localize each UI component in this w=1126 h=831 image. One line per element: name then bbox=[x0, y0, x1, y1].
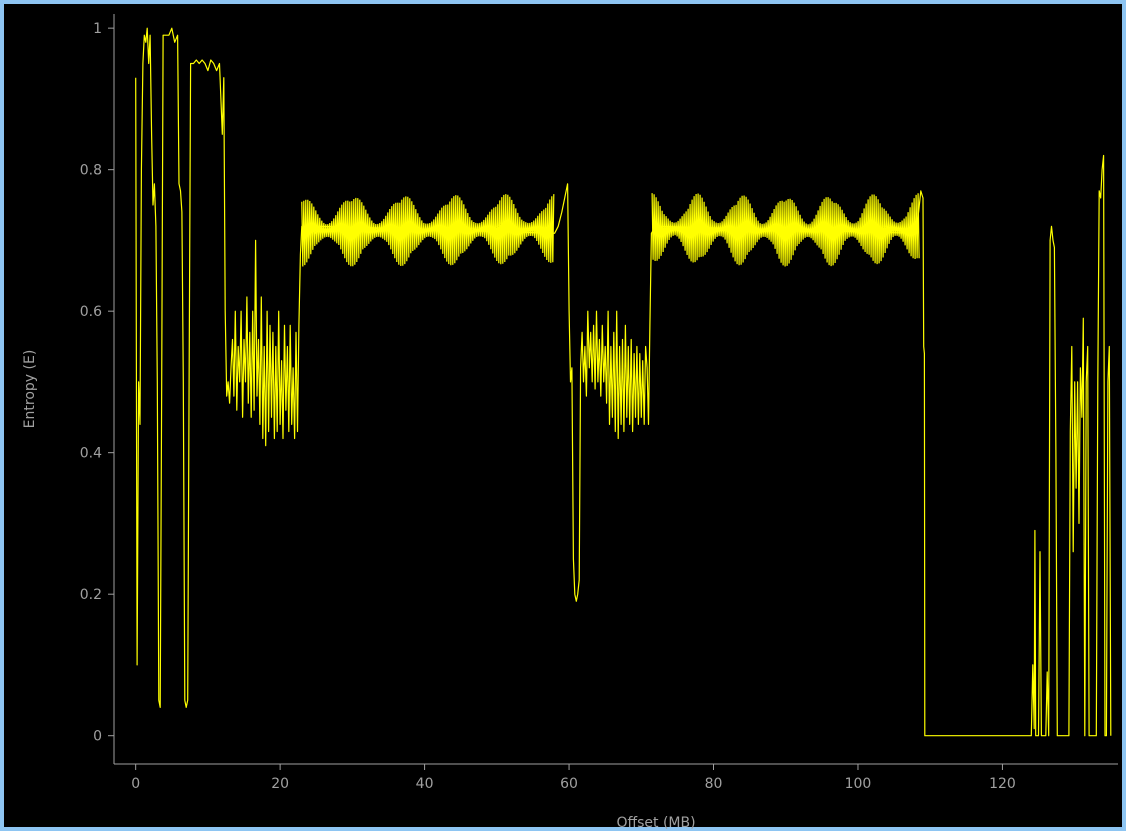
entropy-series-line bbox=[135, 27, 1112, 737]
x-axis-title: Offset (MB) bbox=[616, 815, 695, 831]
x-tick-label: 80 bbox=[705, 776, 723, 792]
y-tick-label: 0 bbox=[93, 729, 102, 745]
y-axis-title: Entropy (E) bbox=[22, 350, 38, 429]
y-tick-label: 0.8 bbox=[80, 163, 102, 179]
x-tick-label: 40 bbox=[416, 776, 434, 792]
x-axis-ticks: 0 20 40 60 80 100 120 bbox=[131, 764, 1016, 792]
y-axis-ticks: 0 0.2 0.4 0.6 0.8 1 bbox=[80, 21, 114, 745]
entropy-oscillation-band-1 bbox=[301, 194, 555, 267]
chart-axes bbox=[113, 14, 1118, 765]
x-tick-label: 20 bbox=[271, 776, 289, 792]
entropy-chart: 0 0.2 0.4 0.6 0.8 1 0 20 40 60 80 100 120 Entropy (… bbox=[22, 14, 1118, 831]
x-tick-label: 0 bbox=[131, 776, 140, 792]
series-group bbox=[135, 27, 1112, 737]
y-tick-label: 0.2 bbox=[80, 587, 102, 603]
x-tick-label: 100 bbox=[845, 776, 872, 792]
entropy-oscillation-band-2 bbox=[651, 193, 920, 267]
x-tick-label: 120 bbox=[989, 776, 1016, 792]
y-tick-label: 0.6 bbox=[80, 304, 102, 320]
y-tick-label: 0.4 bbox=[80, 446, 102, 462]
y-tick-label: 1 bbox=[93, 21, 102, 37]
x-tick-label: 60 bbox=[560, 776, 578, 792]
